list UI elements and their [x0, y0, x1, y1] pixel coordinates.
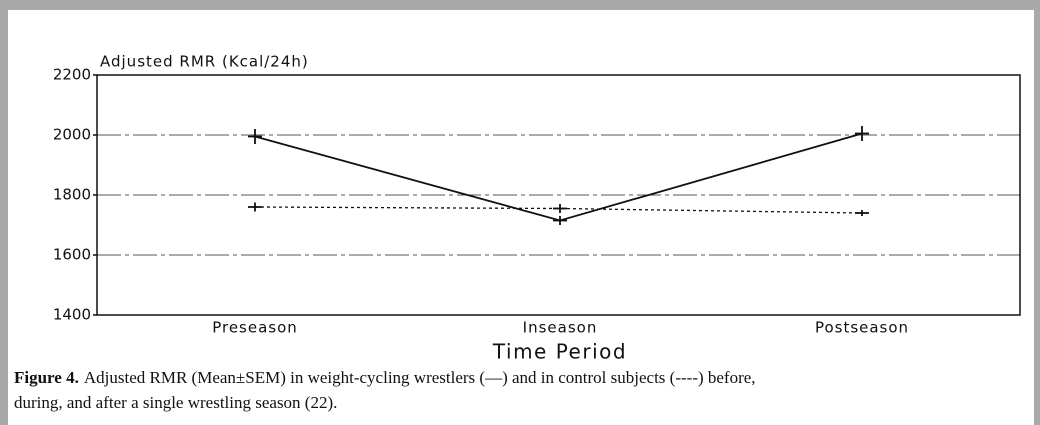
- y-axis-title: Adjusted RMR (Kcal/24h): [100, 53, 309, 71]
- caption: Figure 4. Adjusted RMR (Mean±SEM) in weig…: [14, 368, 756, 387]
- x-axis-title: Time Period: [492, 340, 627, 364]
- y-tick-label: 2200: [53, 66, 91, 84]
- caption-text: during, and after a single wrestling sea…: [14, 393, 337, 412]
- x-tick-label: Preseason: [212, 319, 298, 337]
- series-line: [254, 206, 863, 214]
- y-tick-label: 1800: [53, 186, 91, 204]
- y-tick-label: 1600: [53, 246, 91, 264]
- caption-text: Adjusted RMR (Mean±SEM) in weight-cyclin…: [84, 368, 756, 387]
- y-tick-label: 2000: [53, 126, 91, 144]
- x-tick-label: Postseason: [815, 319, 909, 337]
- caption-label: Figure 4.: [14, 368, 79, 387]
- plot-frame: [96, 74, 1021, 316]
- y-tick-label: 1400: [53, 306, 91, 324]
- x-tick-label: Inseason: [523, 319, 598, 337]
